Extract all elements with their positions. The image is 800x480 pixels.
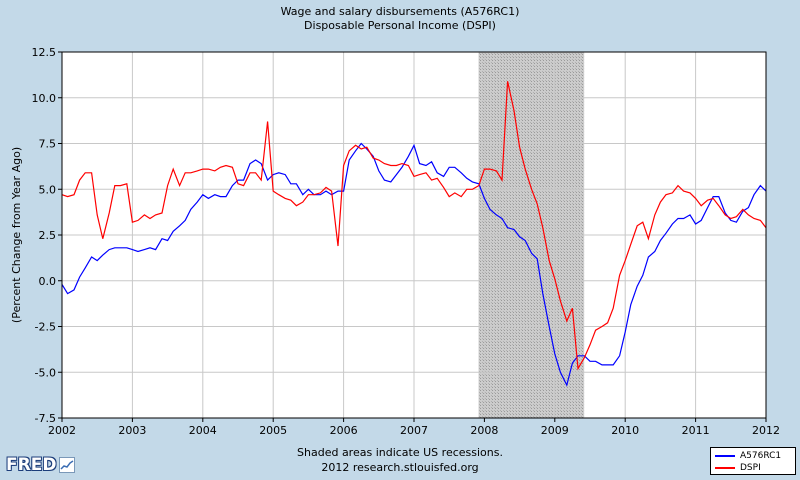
x-tick-label: 2004 bbox=[189, 424, 217, 437]
y-tick-label: -7.5 bbox=[35, 412, 56, 425]
x-tick-label: 2010 bbox=[611, 424, 639, 437]
legend-entry: DSPI bbox=[715, 462, 761, 474]
x-tick-label: 2003 bbox=[118, 424, 146, 437]
y-tick-label: 2.5 bbox=[39, 229, 57, 242]
y-tick-label: 7.5 bbox=[39, 138, 57, 151]
y-tick-label: -2.5 bbox=[35, 321, 56, 334]
x-tick-label: 2005 bbox=[259, 424, 287, 437]
series-line-a576rc1 bbox=[61, 142, 767, 387]
y-tick-label: -5.0 bbox=[35, 366, 56, 379]
legend-label: DSPI bbox=[740, 463, 761, 473]
x-tick-label: 2011 bbox=[682, 424, 710, 437]
source-note: 2012 research.stlouisfed.org bbox=[321, 461, 479, 474]
x-tick-label: 2002 bbox=[48, 424, 76, 437]
legend-swatch-red bbox=[715, 467, 735, 469]
fred-logo[interactable]: FRED bbox=[6, 455, 76, 475]
chart-title: Wage and salary disbursements (A576RC1) bbox=[281, 5, 520, 18]
y-tick-label: 5.0 bbox=[39, 183, 57, 196]
legend-entry: A576RC1 bbox=[715, 450, 781, 462]
x-tick-label: 2012 bbox=[752, 424, 780, 437]
y-tick-label: 0.0 bbox=[39, 275, 57, 288]
x-tick-label: 2008 bbox=[470, 424, 498, 437]
chart-subtitle: Disposable Personal Income (DSPI) bbox=[304, 19, 496, 32]
legend: A576RC1 DSPI bbox=[710, 447, 796, 475]
mini-chart-icon bbox=[59, 457, 76, 473]
recession-note: Shaded areas indicate US recessions. bbox=[297, 446, 503, 459]
x-tick-label: 2009 bbox=[541, 424, 569, 437]
fred-logo-text: FRED bbox=[6, 455, 57, 475]
x-tick-label: 2006 bbox=[330, 424, 358, 437]
legend-label: A576RC1 bbox=[740, 451, 782, 461]
y-tick-label: 12.5 bbox=[32, 46, 57, 59]
series-line-dspi bbox=[61, 81, 767, 371]
x-tick-label: 2007 bbox=[400, 424, 428, 437]
y-axis-label: (Percent Change from Year Ago) bbox=[10, 147, 23, 323]
y-tick-label: 10.0 bbox=[32, 92, 57, 105]
legend-swatch-blue bbox=[715, 455, 735, 457]
